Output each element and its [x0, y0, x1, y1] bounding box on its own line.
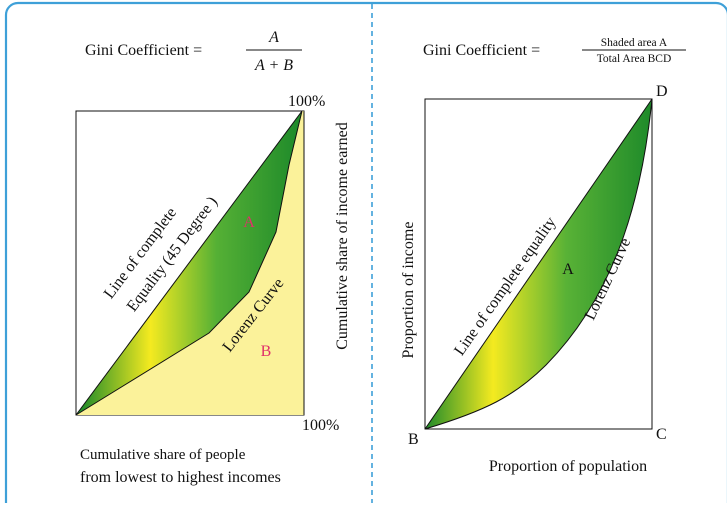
right-formula-numerator: Shaded area A	[601, 37, 668, 49]
right-x-axis-label: Proportion of population	[489, 458, 647, 475]
left-region-b-label: B	[261, 343, 272, 360]
left-equality-line	[75, 110, 303, 416]
left-top-percent: 100%	[288, 93, 325, 110]
outer-frame	[4, 1, 727, 508]
right-lorenz-curve	[424, 98, 653, 430]
corner-b-label: B	[408, 431, 419, 448]
left-y-axis-label: Cumulative share of income earned	[334, 122, 351, 349]
left-x-axis-label-line1: Cumulative share of people	[80, 447, 246, 463]
right-y-axis-label: Proportion of income	[400, 222, 417, 359]
right-panel: Gini Coefficient = Shaded area A Total A…	[400, 37, 686, 475]
left-region-a-label: A	[243, 214, 255, 231]
right-formula-label: Gini Coefficient =	[423, 42, 540, 59]
left-panel: Gini Coefficient = A A + B 100% 100% A B…	[75, 29, 351, 486]
left-bottom-percent: 100%	[302, 417, 339, 434]
right-equality-line	[424, 98, 653, 430]
left-x-axis-label-line2: from lowest to highest incomes	[80, 469, 281, 486]
right-region-a-label: A	[562, 261, 574, 278]
corner-d-label: D	[656, 83, 668, 100]
right-formula-denominator: Total Area BCD	[597, 53, 672, 65]
left-formula-denominator: A + B	[254, 57, 293, 74]
left-formula-label: Gini Coefficient =	[85, 42, 202, 59]
left-formula-numerator: A	[268, 29, 279, 46]
corner-c-label: C	[656, 426, 667, 443]
left-lorenz-curve	[75, 110, 303, 416]
